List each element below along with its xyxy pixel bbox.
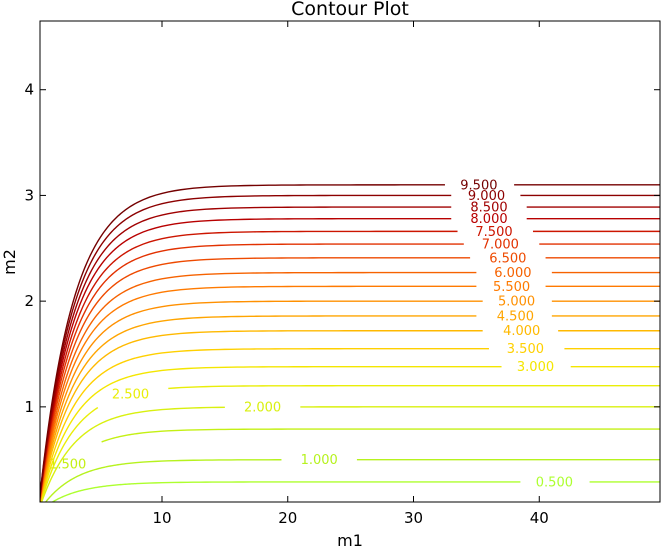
y-tick-label: 4: [24, 81, 34, 99]
contour-level-label: 7.000: [482, 238, 519, 253]
contour-line: [40, 243, 464, 502]
x-tick-label: 10: [152, 509, 171, 527]
contour-level-label: 4.500: [497, 309, 534, 324]
contour-lines: 0.500 1.000 1.500 2.000 2.500 3.000 3.500 4.000…: [40, 178, 660, 502]
contour-level-label: 2.500: [112, 388, 149, 403]
contour-line: [40, 194, 452, 502]
plot-frame: [39, 20, 661, 503]
contour-level-label: 8.500: [470, 201, 507, 216]
x-axis-ticks: 10 20 30 40: [152, 21, 549, 527]
contour-line: [40, 365, 502, 502]
contour-line: [44, 459, 282, 502]
contour-line: [40, 257, 471, 502]
y-axis-label: m2: [0, 249, 19, 275]
contour-level-label: 0.500: [536, 475, 573, 490]
contour-line: [40, 348, 489, 502]
contour-level-label: 6.500: [489, 251, 526, 266]
contour-level-label: 8.000: [470, 212, 507, 227]
contour-level-label: 1.000: [301, 453, 338, 468]
y-axis-ticks: 1 2 3 4: [24, 81, 660, 416]
contour-line: [40, 271, 477, 502]
contour-line: [40, 184, 445, 502]
contour-line: [40, 285, 477, 502]
contour-level-label: 1.500: [49, 458, 86, 473]
contour-level-label: 9.000: [468, 189, 505, 204]
contour-level-label: 9.500: [460, 178, 497, 193]
contour-line: [101, 428, 660, 443]
contour-level-label: 2.000: [244, 401, 281, 416]
contour-line: [40, 406, 225, 502]
y-tick-label: 1: [24, 398, 34, 416]
y-tick-label: 2: [24, 292, 34, 310]
contour-line: [168, 385, 660, 390]
y-tick-label: 3: [24, 186, 34, 204]
contour-level-label: 5.500: [493, 280, 530, 295]
x-tick-label: 40: [530, 509, 549, 527]
contour-level-label: 7.500: [475, 225, 512, 240]
contour-level-label: 3.500: [507, 342, 544, 357]
chart-title: Contour Plot: [291, 0, 409, 20]
contour-line: [51, 481, 521, 502]
x-tick-label: 30: [404, 509, 423, 527]
contour-level-label: 4.000: [503, 324, 540, 339]
contour-level-label: 6.000: [494, 266, 531, 281]
contour-level-label: 5.000: [498, 295, 535, 310]
contour-level-label: 3.000: [517, 360, 554, 375]
x-axis-label: m1: [337, 531, 363, 547]
x-tick-label: 20: [278, 509, 297, 527]
